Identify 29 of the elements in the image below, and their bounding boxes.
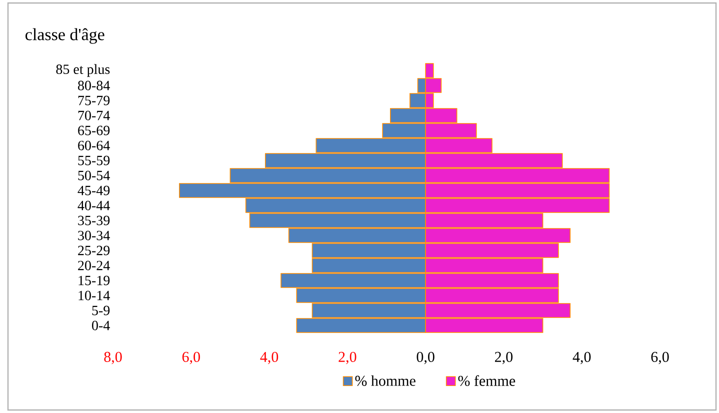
y-tick-label: 60-64 (78, 140, 110, 150)
x-tick-label: 4,0 (260, 352, 278, 364)
y-tick-label: 40-44 (78, 200, 110, 210)
y-tick-label: 75-79 (78, 96, 110, 106)
y-tick-label: 55-59 (78, 156, 110, 166)
x-tick-label: 6,0 (651, 352, 669, 364)
y-tick-label: 20-24 (78, 260, 110, 270)
x-tick-label: 0,0 (416, 352, 434, 364)
y-tick-label: 80-84 (78, 80, 110, 90)
y-tick-label: 65-69 (78, 126, 110, 136)
y-tick-label: 30-34 (78, 230, 110, 240)
y-tick-label: 70-74 (78, 110, 110, 120)
x-tick-label: 4,0 (572, 352, 591, 364)
y-tick-label: 25-29 (78, 246, 110, 256)
x-tick-label: 8,0 (104, 352, 122, 364)
y-tick-label: 50-54 (78, 170, 110, 180)
y-tick-label: 10-14 (78, 290, 110, 300)
x-tick-label: 2,0 (495, 352, 513, 364)
y-tick-label: 5-9 (92, 306, 110, 316)
y-tick-label: 15-19 (78, 276, 110, 286)
legend-label: % femme (458, 375, 516, 386)
y-axis-title: classe d'âge (26, 28, 104, 44)
y-tick-label: 45-49 (78, 186, 110, 196)
x-tick-label: 6,0 (182, 352, 200, 364)
y-tick-label: 0-4 (92, 320, 110, 330)
x-tick-label: 2,0 (338, 352, 356, 364)
legend-label: % homme (355, 375, 416, 386)
y-tick-label: 85 et plus (56, 64, 110, 77)
y-tick-label: 35-39 (78, 216, 110, 226)
